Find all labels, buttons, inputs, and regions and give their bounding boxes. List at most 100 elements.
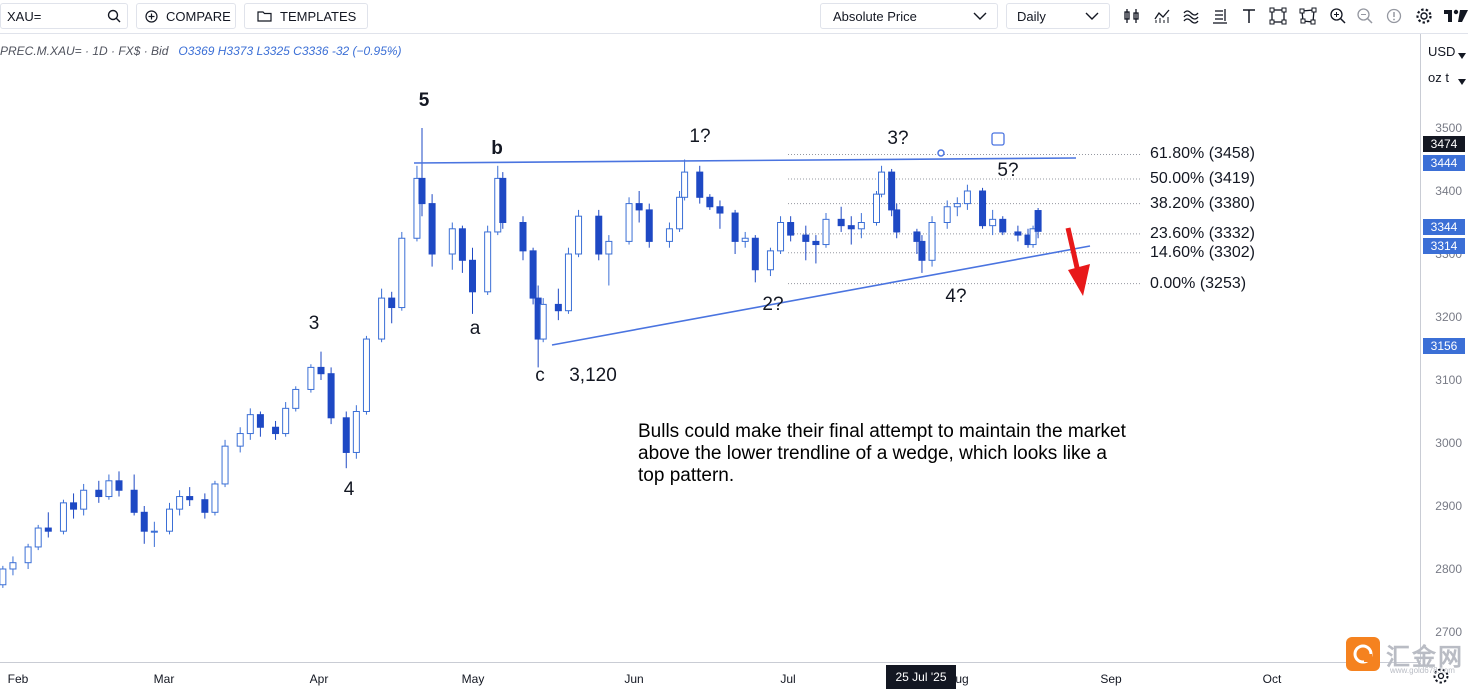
candle-body [564, 253, 572, 312]
unit-select[interactable]: oz t [1428, 70, 1449, 85]
candle-body [1029, 228, 1037, 246]
settings-icon[interactable] [1414, 6, 1434, 26]
candle [418, 128, 426, 217]
axis-settings-icon[interactable] [1432, 667, 1450, 690]
candle-body [1014, 231, 1022, 236]
wave-label-b: b [491, 138, 503, 159]
candle [706, 194, 714, 210]
candle [1034, 208, 1042, 239]
candle [595, 209, 603, 261]
candle [211, 480, 219, 516]
candle-body [822, 218, 830, 246]
candle [246, 408, 254, 440]
upper-trendline[interactable] [413, 157, 1077, 164]
candle-body [519, 222, 527, 252]
candle [676, 191, 684, 232]
candle [943, 200, 951, 229]
candle-body [676, 196, 684, 230]
time-tick: Apr [309, 672, 329, 686]
indicators-icon[interactable] [1152, 6, 1172, 26]
candle-body [928, 222, 936, 261]
folder-icon [257, 10, 272, 22]
candle-body [953, 203, 961, 208]
legend-ohlc: O3369 H3373 L3325 C3336 -32 (−0.95%) [178, 44, 402, 58]
text-tool-icon[interactable] [1239, 6, 1259, 26]
candle-body [751, 237, 759, 271]
price-tag-cursor: 3474 [1423, 136, 1465, 152]
price-chart[interactable] [0, 34, 1420, 662]
candle-body [166, 508, 173, 532]
legend-symbol: PREC.M.XAU= · 1D · FX$ · Bid [0, 44, 169, 58]
symbol-legend: PREC.M.XAU= · 1D · FX$ · Bid O3369 H3373… [0, 44, 402, 58]
candle-body [731, 212, 739, 242]
symbol-input[interactable] [7, 8, 102, 24]
price-axis[interactable]: 3500 3400 3300 3200 3100 3000 2900 2800 … [1420, 34, 1468, 662]
price-type-select[interactable]: Absolute Price [820, 3, 998, 29]
compare-button[interactable]: COMPARE [136, 3, 236, 29]
candle-body [873, 193, 880, 223]
candle [292, 386, 300, 412]
time-axis[interactable]: Feb Mar Apr May Jun Jul Aug Sep Oct [0, 662, 1420, 694]
time-tick: May [461, 672, 485, 686]
interval-select[interactable]: Daily [1006, 3, 1110, 29]
drawing-tools-icon[interactable] [1210, 6, 1230, 26]
candle [0, 565, 7, 588]
drawing-square-handle[interactable] [991, 132, 1005, 146]
wave-label-5: 5 [418, 90, 430, 111]
chevron-down-icon[interactable] [1458, 72, 1466, 90]
candle [362, 335, 370, 415]
candle-body [95, 489, 103, 498]
zoom-in-icon[interactable] [1328, 6, 1348, 26]
studies-icon[interactable] [1181, 6, 1201, 26]
reset-icon[interactable] [1384, 6, 1404, 26]
candle-body [888, 171, 896, 211]
bar-style-icon[interactable] [1122, 6, 1142, 26]
candle-body [44, 527, 52, 532]
search-icon[interactable] [107, 9, 121, 26]
candle-body [847, 225, 855, 230]
chevron-down-icon [973, 10, 987, 25]
currency-select[interactable]: USD [1428, 44, 1456, 59]
candle-body [665, 228, 673, 242]
candle [166, 502, 173, 535]
candle [847, 216, 855, 245]
interval-value: Daily [1017, 8, 1046, 24]
time-tick: Jun [624, 672, 644, 686]
candle-body [625, 203, 633, 242]
candle-body [256, 414, 264, 428]
zoom-out-icon[interactable] [1355, 6, 1375, 26]
candle [342, 411, 350, 469]
candle [282, 402, 290, 437]
lower-trendline[interactable] [551, 245, 1091, 346]
compare-label: COMPARE [166, 8, 231, 24]
chevron-down-icon[interactable] [1458, 46, 1466, 64]
candle-body [766, 250, 774, 271]
candle-body [80, 489, 88, 510]
annotate-icon[interactable] [1298, 6, 1318, 26]
templates-button[interactable]: TEMPLATES [244, 3, 368, 29]
price-tick: 3400 [1435, 184, 1462, 198]
candle [751, 235, 759, 283]
candle-body [857, 222, 865, 230]
candle [878, 165, 886, 198]
candle-body [913, 231, 921, 242]
time-tick: Oct [1262, 672, 1282, 686]
symbol-search[interactable] [0, 3, 128, 29]
fib-label-618: 61.80% (3458) [1150, 145, 1255, 162]
candle [575, 209, 583, 258]
candle [953, 197, 961, 217]
candle [888, 168, 896, 217]
fullscreen-icon[interactable] [1268, 6, 1288, 26]
analysis-note: Bulls could make their final attempt to … [638, 421, 1126, 486]
candle [605, 235, 613, 286]
candle-body [130, 489, 138, 513]
candle [9, 556, 17, 576]
candle [741, 231, 749, 248]
candle-body [388, 297, 396, 309]
drawing-anchor-handle[interactable] [937, 149, 945, 157]
candle [1029, 225, 1037, 248]
candle [130, 474, 138, 516]
candle-body [428, 203, 436, 255]
chart-toolbar: COMPARE TEMPLATES Absolute Price Daily [0, 0, 1468, 34]
candle-body [292, 388, 300, 409]
